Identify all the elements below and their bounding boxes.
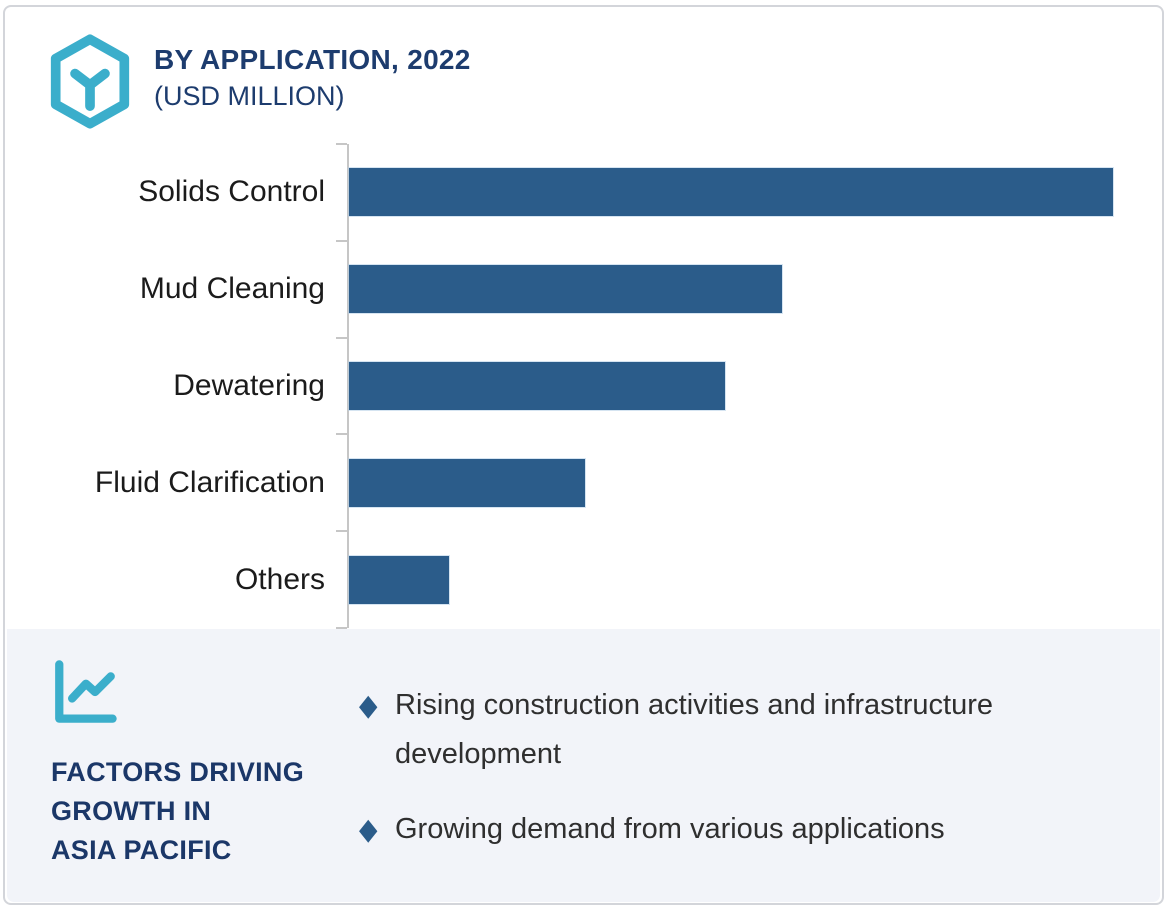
diamond-bullet-icon: ◆ [359, 689, 378, 722]
factors-panel: FACTORS DRIVING GROWTH IN ASIA PACIFIC ◆ Ri… [7, 629, 1160, 902]
chart-subtitle: (USD MILLION) [154, 81, 345, 111]
factors-heading-line: GROWTH IN [51, 796, 212, 826]
bar-dewatering [349, 361, 725, 410]
chart-title: BY APPLICATION, 2022 [154, 44, 471, 75]
bar-solids-control [349, 168, 1113, 217]
factor-bullet-item: ◆ Growing demand from various application… [359, 805, 1139, 854]
bar-mud-cleaning [349, 265, 782, 314]
bar-row-others [336, 530, 1131, 628]
category-label-dewatering: Dewatering [173, 368, 325, 402]
axis-tick [336, 627, 347, 629]
factors-heading: FACTORS DRIVING GROWTH IN ASIA PACIFIC [51, 753, 304, 870]
diamond-bullet-icon: ◆ [359, 813, 378, 846]
factor-bullet-text: Rising construction activities and infra… [395, 689, 993, 770]
bar-row-mud-cleaning [336, 239, 1131, 338]
axis-tick [336, 433, 347, 436]
bar-row-dewatering [336, 336, 1131, 435]
category-label-others: Others [234, 562, 325, 596]
factors-heading-line: FACTORS DRIVING [51, 757, 305, 787]
bar-fluid-clarification [349, 458, 585, 507]
factor-bullet-text: Growing demand from various applications [395, 813, 945, 845]
chart-title-block: BY APPLICATION, 2022 (USD MILLION) [154, 43, 471, 113]
bar-chart-plot-area [336, 143, 1131, 629]
factors-heading-line: ASIA PACIFIC [51, 835, 232, 865]
bar-row-solids-control [336, 143, 1131, 241]
axis-tick [336, 530, 347, 533]
axis-tick [336, 336, 347, 339]
bar-row-fluid-clarification [336, 433, 1131, 531]
category-label-fluid-clarification: Fluid Clarification [94, 465, 325, 499]
axis-tick [336, 239, 347, 242]
hexagon-y-logo-icon [50, 34, 130, 129]
axis-tick [336, 143, 347, 145]
factor-bullet-item: ◆ Rising construction activities and infr… [359, 681, 1139, 779]
category-label-solids-control: Solids Control [138, 175, 325, 209]
bar-others [349, 555, 450, 604]
factors-bullet-list: ◆ Rising construction activities and infr… [359, 681, 1139, 880]
infographic-frame: BY APPLICATION, 2022 (USD MILLION) Solid… [3, 5, 1164, 905]
line-chart-icon [55, 660, 117, 723]
category-label-mud-cleaning: Mud Cleaning [139, 272, 325, 306]
category-axis-labels: Solids Control Mud Cleaning Dewatering Flui… [5, 144, 325, 628]
